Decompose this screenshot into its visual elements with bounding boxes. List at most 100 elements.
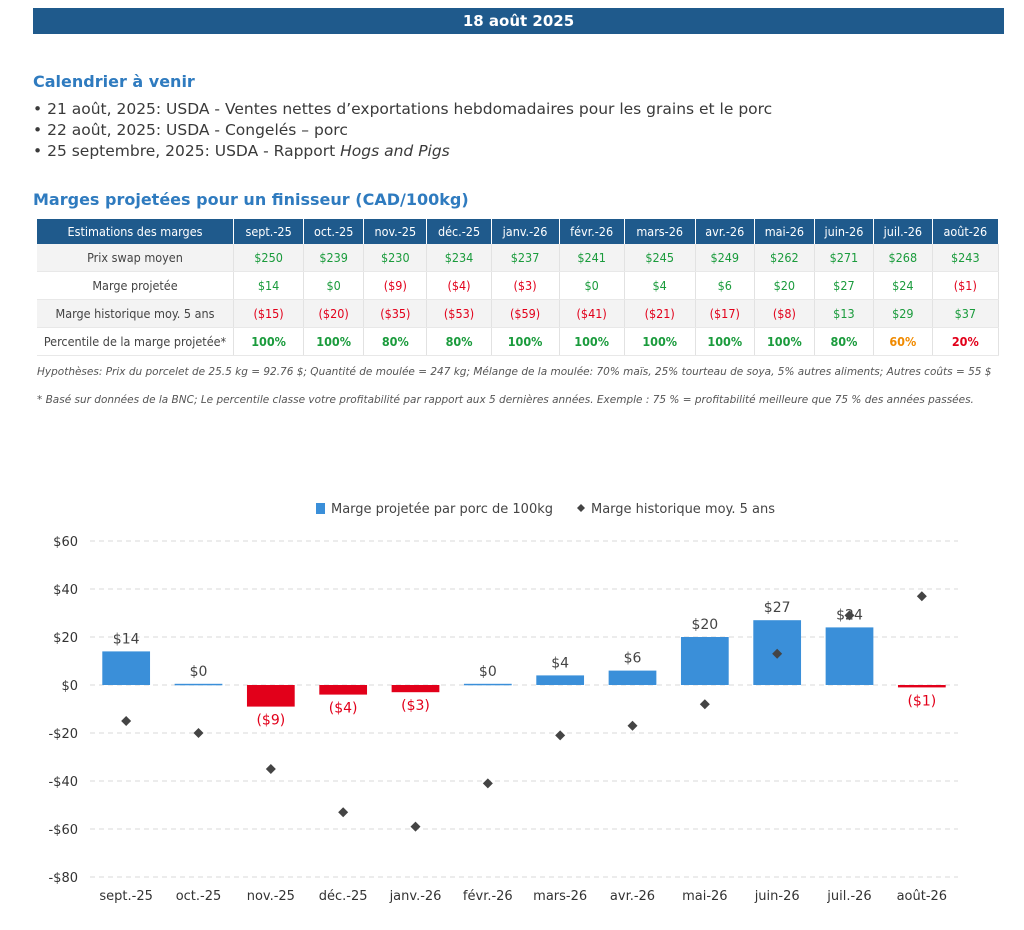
x-tick-label: sept.-25: [99, 889, 153, 904]
y-tick-label: $0: [61, 679, 78, 694]
margins-title: Marges projetées pour un finisseur (CAD/…: [33, 190, 469, 209]
table-row: Prix swap moyen $250 $239 $230 $234 $237 $241 $…: [37, 244, 1000, 272]
bar-data-label: $0: [190, 664, 208, 680]
table-cell: $4: [624, 271, 696, 300]
table-cell: ($4): [426, 271, 492, 300]
bar: [174, 683, 223, 686]
table-row: Marge historique moy. 5 ans ($15) ($20) ($3…: [37, 299, 1000, 328]
legend-label: Marge historique moy. 5 ans: [591, 502, 775, 517]
table-cell: $27: [814, 271, 875, 300]
x-tick-label: mai-26: [682, 889, 727, 904]
month-header: juil.-26: [873, 219, 933, 244]
bar-data-label: $14: [113, 631, 140, 647]
date-banner: 18 août 2025: [33, 8, 1004, 34]
bar-data-label: $0: [479, 664, 497, 680]
bar: [319, 685, 368, 695]
table-cell: 80%: [814, 327, 875, 356]
table-cell: $6: [695, 271, 755, 300]
table-cell: $237: [491, 244, 560, 272]
table-cell: 100%: [559, 327, 625, 356]
table-cell: 100%: [695, 327, 755, 356]
table-cell: 100%: [754, 327, 815, 356]
month-header: déc.-25: [426, 219, 492, 244]
bar: [680, 637, 729, 685]
table-cell: 60%: [873, 327, 933, 356]
legend-swatch-point: [577, 504, 585, 512]
bar: [825, 627, 874, 685]
bar-data-label: $4: [551, 655, 569, 671]
table-cell: 80%: [426, 327, 492, 356]
table-cell: $29: [873, 299, 933, 328]
bar-data-label: ($9): [256, 713, 285, 729]
table-cell: $14: [233, 271, 305, 300]
table-cell: ($15): [233, 299, 305, 328]
bar: [897, 685, 946, 688]
month-header: nov.-25: [363, 219, 428, 244]
month-header: juin-26: [814, 219, 875, 244]
table-cell: 100%: [303, 327, 365, 356]
history-point: [916, 591, 927, 602]
table-cell: ($17): [695, 299, 755, 328]
table-cell: $268: [873, 244, 933, 272]
bar: [536, 675, 585, 685]
history-point: [699, 699, 710, 710]
table-cell: $262: [754, 244, 815, 272]
table-cell: ($35): [363, 299, 428, 328]
table-cell: 20%: [932, 327, 1000, 356]
history-point: [482, 778, 493, 789]
bar-data-label: $6: [624, 651, 642, 667]
table-cell: 100%: [624, 327, 696, 356]
table-cell: $245: [624, 244, 696, 272]
table-cell: $239: [303, 244, 365, 272]
assumptions-note: Hypothèses: Prix du porcelet de 25.5 kg …: [37, 366, 992, 378]
bar: [608, 670, 657, 685]
footnote: * Basé sur données de la BNC; Le percent…: [37, 394, 974, 406]
table-cell: ($21): [624, 299, 696, 328]
table-row: Marge projetée $14 $0 ($9) ($4) ($3) $0 $4 $6 $20…: [37, 271, 1000, 300]
y-tick-label: -$40: [48, 775, 78, 790]
bar-data-label: $27: [764, 600, 791, 616]
table-row: Percentile de la marge projetée* 100% 100%…: [37, 327, 1000, 356]
table-cell: ($20): [303, 299, 365, 328]
table-header-row: Estimations des marges sept.-25 oct.-25 …: [37, 219, 1000, 244]
table-cell: ($3): [491, 271, 560, 300]
table-cell: ($59): [491, 299, 560, 328]
table-cell: ($41): [559, 299, 625, 328]
calendar-list: 21 août, 2025: USDA - Ventes nettes d’ex…: [33, 99, 772, 162]
calendar-item: 21 août, 2025: USDA - Ventes nettes d’ex…: [33, 99, 772, 120]
table-cell: $249: [695, 244, 755, 272]
table-cell: $37: [932, 299, 1000, 328]
x-tick-label: déc.-25: [319, 889, 368, 904]
x-tick-label: janv.-26: [389, 889, 442, 904]
table-cell: $250: [233, 244, 305, 272]
y-tick-label: -$60: [48, 823, 78, 838]
table-cell: $13: [814, 299, 875, 328]
x-tick-label: avr.-26: [610, 889, 655, 904]
month-header: sept.-25: [233, 219, 305, 244]
table-cell: $0: [303, 271, 365, 300]
table-cell: ($9): [363, 271, 428, 300]
y-tick-label: -$80: [48, 871, 78, 886]
history-point: [193, 728, 204, 738]
month-header: avr.-26: [695, 219, 755, 244]
legend-swatch-bar: [316, 503, 325, 514]
table-cell: $24: [873, 271, 933, 300]
month-header: août-26: [932, 219, 1000, 244]
table-header-label: Estimations des marges: [37, 219, 234, 244]
row-label: Percentile de la marge projetée*: [37, 327, 234, 356]
bar-data-label: $20: [691, 617, 718, 633]
table-cell: $241: [559, 244, 625, 272]
history-point: [410, 821, 421, 832]
row-label: Prix swap moyen: [37, 244, 234, 272]
x-tick-label: août-26: [897, 889, 948, 904]
bar-data-label: ($1): [907, 693, 936, 709]
bar: [391, 685, 440, 693]
x-tick-label: mars-26: [533, 889, 587, 904]
margins-table: Estimations des marges sept.-25 oct.-25 …: [37, 219, 1000, 356]
table-cell: 100%: [491, 327, 560, 356]
month-header: mars-26: [624, 219, 696, 244]
history-point: [772, 648, 783, 659]
row-label: Marge projetée: [37, 271, 234, 300]
history-point: [265, 764, 276, 774]
